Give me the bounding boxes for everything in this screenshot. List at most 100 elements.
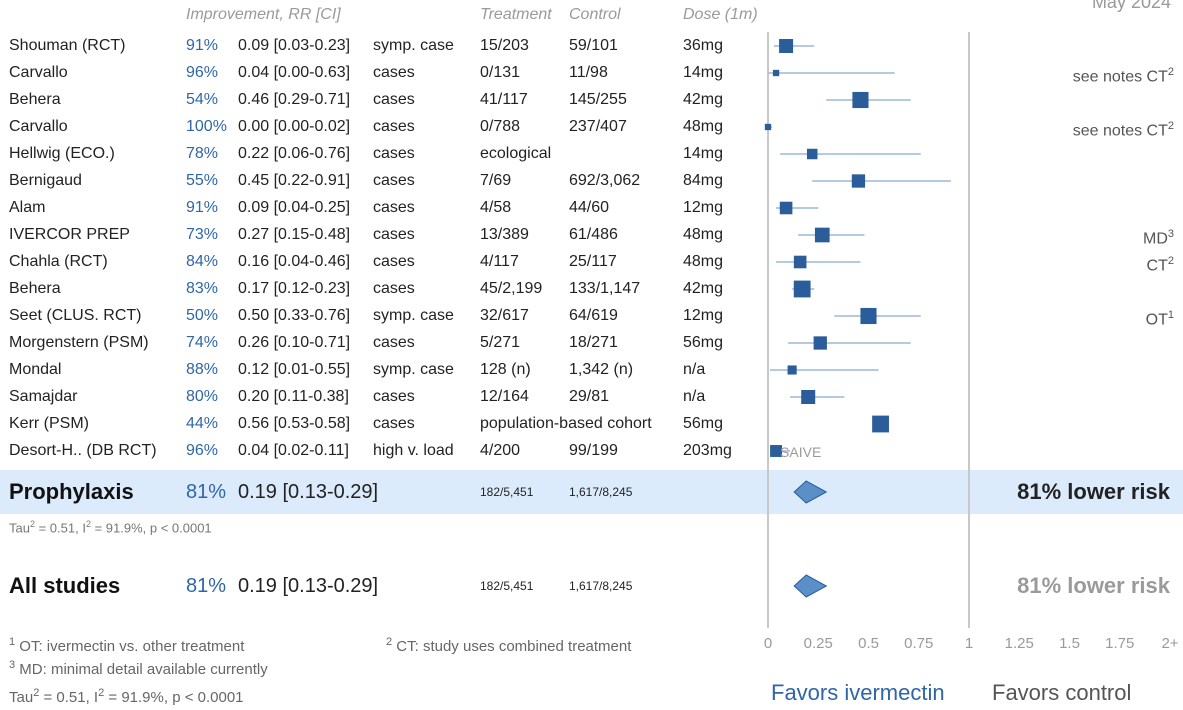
summary-diamond [793, 574, 828, 598]
summary-risk: 81% lower risk [1017, 479, 1170, 504]
summary-treatment: 182/5,451 [480, 485, 534, 499]
study-control: 99/199 [569, 442, 618, 459]
summary-row-prophylaxis: Prophylaxis 81% 0.19 [0.13-0.29] 182/5,4… [0, 477, 1183, 507]
study-marker [860, 307, 877, 325]
study-control: 29/81 [569, 388, 610, 405]
study-marker [872, 415, 889, 433]
study-row: Bernigaud 55% 0.45 [0.22-0.91] cases 7/69 692… [0, 167, 1183, 194]
study-marker [813, 336, 827, 350]
study-rr: 0.45 [0.22-0.91] [238, 172, 351, 189]
header-control: Control [569, 6, 621, 23]
study-outcome: cases [373, 226, 415, 243]
study-rr: 0.17 [0.12-0.23] [238, 280, 351, 297]
footnote-stats: Tau2 = 0.51, I2 = 91.9%, p < 0.0001 [9, 687, 244, 706]
study-treatment: 0/788 [480, 118, 521, 135]
study-dose: n/a [683, 388, 706, 405]
x-tick-label: 0.25 [804, 635, 833, 652]
study-outcome: cases [373, 415, 415, 432]
study-dose: 203mg [683, 442, 732, 459]
study-name: Morgenstern (PSM) [9, 334, 149, 351]
study-outcome: cases [373, 91, 415, 108]
study-rr: 0.00 [0.00-0.02] [238, 118, 351, 135]
study-name: Alam [9, 199, 46, 216]
study-rr: 0.50 [0.33-0.76] [238, 307, 351, 324]
study-name: Bernigaud [9, 172, 82, 189]
summary-control: 1,617/8,245 [569, 579, 633, 593]
summary-rr: 0.19 [0.13-0.29] [238, 481, 379, 503]
x-tick-label: 0.5 [858, 635, 879, 652]
study-dose: 36mg [683, 37, 724, 54]
study-name: Chahla (RCT) [9, 253, 108, 270]
study-outcome: cases [373, 64, 415, 81]
x-tick-label: 1 [965, 635, 973, 652]
study-row: Mondal 88% 0.12 [0.01-0.55] symp. case 128 (… [0, 356, 1183, 383]
summary-name: All studies [9, 573, 121, 598]
study-outcome: cases [373, 334, 415, 351]
study-improvement: 88% [186, 361, 219, 378]
study-improvement: 96% [186, 64, 219, 81]
study-outcome: cases [373, 172, 415, 189]
date-label: May 2024 [1091, 0, 1171, 12]
study-improvement: 83% [186, 280, 219, 297]
summary-name: Prophylaxis [9, 479, 134, 504]
study-dose: 48mg [683, 118, 724, 135]
study-rr: 0.04 [0.00-0.63] [238, 64, 351, 81]
study-outcome: high v. load [373, 442, 454, 459]
study-row: Seet (CLUS. RCT) 50% 0.50 [0.33-0.76] symp.… [0, 302, 1183, 329]
study-control: 692/3,062 [569, 172, 641, 189]
study-rr: 0.12 [0.01-0.55] [238, 361, 351, 378]
study-control: 25/117 [569, 253, 617, 270]
study-outcome: cases [373, 253, 415, 270]
study-rr: 0.09 [0.04-0.25] [238, 199, 351, 216]
study-treatment: 128 (n) [480, 361, 531, 378]
study-control: 18/271 [569, 334, 618, 351]
study-name: IVERCOR PREP [9, 226, 130, 243]
study-control: 1,342 (n) [569, 361, 634, 378]
study-note: MD3 [1142, 228, 1174, 248]
study-improvement: 50% [186, 307, 219, 324]
study-row: Desort-H.. (DB RCT) 96% 0.04 [0.02-0.11] hi… [0, 437, 1183, 464]
study-control: 145/255 [569, 91, 627, 108]
study-row: Kerr (PSM) 44% 0.56 [0.53-0.58] cases popula… [0, 410, 1183, 437]
study-name: Behera [9, 280, 61, 297]
study-control: 237/407 [569, 118, 627, 135]
summary-control: 1,617/8,245 [569, 485, 633, 499]
prophylaxis-stats: Tau2 = 0.51, I2 = 91.9%, p < 0.0001 [9, 519, 212, 536]
study-dose: 14mg [683, 64, 724, 81]
study-dose: 12mg [683, 307, 724, 324]
study-marker [793, 280, 811, 298]
study-dose: 84mg [683, 172, 724, 189]
summary-treatment: 182/5,451 [480, 579, 534, 593]
study-dose: 12mg [683, 199, 724, 216]
study-treatment: 32/617 [480, 307, 529, 324]
study-row: Behera 54% 0.46 [0.29-0.71] cases 41/117 145/… [0, 86, 1183, 113]
study-treatment: ecological [480, 145, 552, 162]
study-improvement: 84% [186, 253, 219, 270]
study-treatment: 15/203 [480, 37, 529, 54]
x-tick-label: 2+ [1161, 635, 1178, 652]
study-improvement: 96% [186, 442, 219, 459]
study-marker [852, 91, 869, 109]
study-improvement: 55% [186, 172, 219, 189]
header-treatment: Treatment [480, 6, 552, 23]
study-marker [814, 227, 830, 243]
study-name: Kerr (PSM) [9, 415, 89, 432]
summary-row-all: All studies 81% 0.19 [0.13-0.29] 182/5,4… [0, 571, 1183, 601]
study-improvement: 74% [186, 334, 219, 351]
study-treatment: population-based cohort [480, 415, 652, 432]
study-treatment: 4/200 [480, 442, 521, 459]
study-row: IVERCOR PREP 73% 0.27 [0.15-0.48] cases 13/3… [0, 221, 1183, 248]
study-treatment: 4/58 [480, 199, 512, 216]
plot-overlay-text: SAIVE [780, 444, 821, 460]
study-rr: 0.16 [0.04-0.46] [238, 253, 351, 270]
study-marker [770, 445, 782, 457]
footnote-md: 3 MD: minimal detail available currently [9, 659, 268, 678]
header-improvement: Improvement, RR [CI] [186, 6, 341, 23]
study-name: Shouman (RCT) [9, 37, 126, 54]
study-control: 133/1,147 [569, 280, 641, 297]
study-marker [764, 123, 772, 131]
x-tick-label: 1.25 [1005, 635, 1034, 652]
study-name: Desort-H.. (DB RCT) [9, 442, 157, 459]
study-improvement: 100% [186, 118, 227, 135]
study-name: Mondal [9, 361, 62, 378]
